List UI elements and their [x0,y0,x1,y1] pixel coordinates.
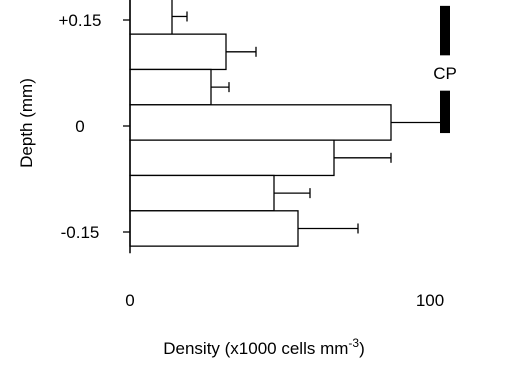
bar-5 [129,139,335,177]
bars-layer [129,0,392,247]
bar-1 [129,0,173,35]
cp-marker-lower [440,90,450,134]
y-tick-label-2: 0 [75,117,84,136]
bar-4 [129,104,392,141]
y-tick-label-1: +0.15 [58,11,101,30]
x-tick-label-1: 0 [125,291,134,310]
bar-3 [129,68,212,106]
bar-7 [129,210,299,247]
error-bars-layer [172,11,446,234]
cp-marker-upper [440,5,450,56]
y-ticks: +0.15 0 -0.15 [58,11,130,242]
y-tick-label-3: -0.15 [61,223,100,242]
bar-2 [129,33,227,71]
bar-6 [129,174,275,212]
x-tick-label-2: 100 [416,291,444,310]
x-axis-label: Density (x1000 cells mm-3) [163,336,365,358]
x-axis-label-main: Density (x1000 cells mm [163,339,348,358]
x-axis-label-close: ) [359,339,365,358]
x-axis-label-superscript: -3 [348,336,359,350]
x-ticks: 0 100 [125,291,444,310]
y-axis-label: Depth (mm) [17,78,36,168]
cp-label: CP [433,64,457,83]
